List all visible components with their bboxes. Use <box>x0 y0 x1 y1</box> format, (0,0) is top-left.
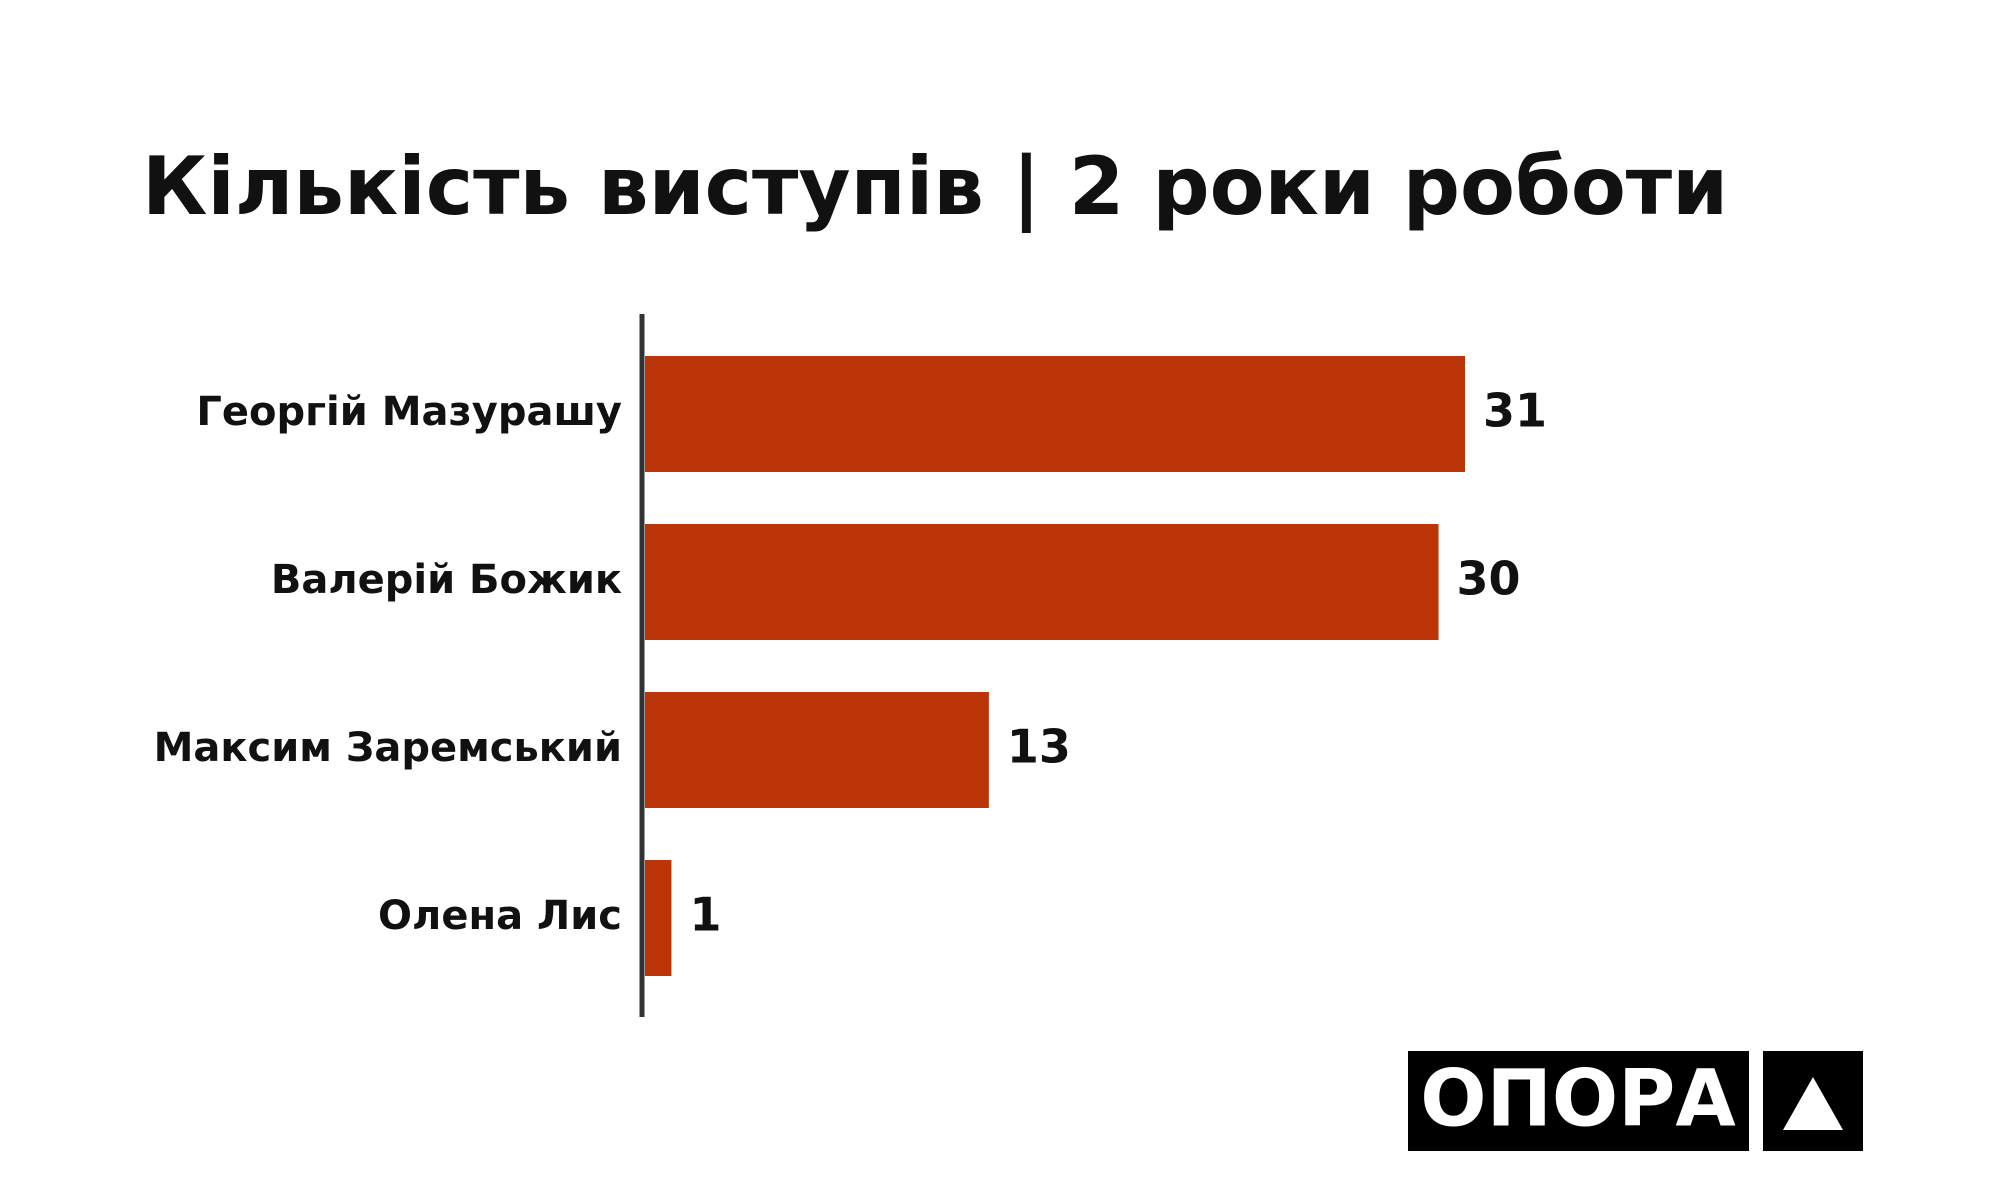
value-label: 13 <box>1007 720 1071 774</box>
bar <box>645 356 1465 472</box>
value-label: 30 <box>1457 552 1521 606</box>
logo-text: ОПОРА <box>1420 1054 1735 1144</box>
bar <box>645 860 672 976</box>
chart-title: Кількість виступів | 2 роки роботи <box>142 140 1728 234</box>
value-label: 31 <box>1483 384 1547 438</box>
category-label: Олена Лис <box>378 893 622 939</box>
category-label: Максим Заремський <box>154 725 622 771</box>
logo: ОПОРА <box>1408 1051 1863 1151</box>
logo-triangle <box>1783 1077 1843 1130</box>
category-label: Валерій Божик <box>271 557 622 603</box>
logo-box <box>1408 1051 1749 1151</box>
bar <box>645 692 989 808</box>
value-label: 1 <box>689 888 721 942</box>
category-label: Георгій Мазурашу <box>196 389 622 435</box>
bar <box>645 524 1439 640</box>
